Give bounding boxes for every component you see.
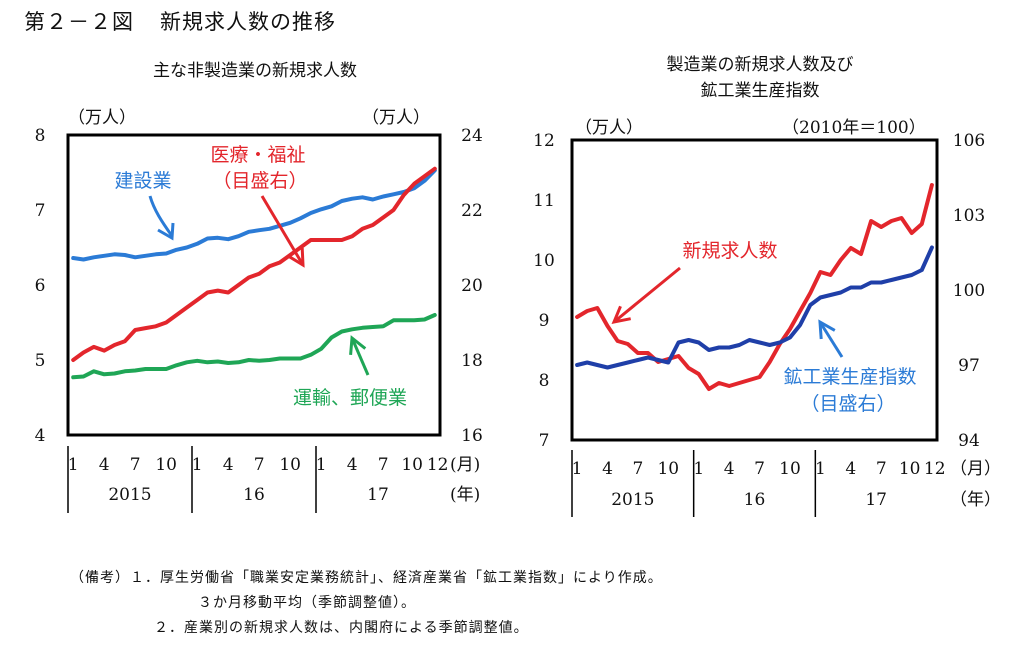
- right-left-tick-label: 11: [533, 191, 555, 211]
- left-x-tick-label: 1: [316, 455, 327, 475]
- right-right-tick-label: 103: [953, 206, 985, 226]
- left-right-tick-label: 24: [461, 126, 483, 146]
- transport-arrow-shaft: [350, 337, 370, 376]
- new-offers-arrow-shaft: [613, 266, 681, 324]
- new-offers-arrow-head: [611, 305, 631, 325]
- right-x-tick-label: 4: [724, 459, 735, 479]
- right-x-tick-label: 10: [657, 459, 679, 479]
- right-year-unit: （年）: [950, 490, 1001, 510]
- left-right-tick-label: 20: [461, 276, 483, 296]
- construction-label: 建設業: [114, 170, 171, 192]
- right-chart-left-unit: （万人）: [575, 118, 643, 138]
- right-month-unit: （月）: [950, 459, 1001, 479]
- left-x-tick-label: 10: [279, 455, 301, 475]
- left-left-tick-label: 6: [35, 276, 46, 296]
- right-right-tick-label: 94: [958, 431, 980, 451]
- left-x-tick-label: 7: [130, 455, 141, 475]
- figure-number: 第２－２図: [24, 10, 134, 34]
- left-year-label: 16: [243, 485, 265, 505]
- construction-arrow-head: [157, 222, 175, 241]
- left-x-tick-label: 12: [427, 455, 449, 475]
- right-x-tick-label: 7: [754, 459, 765, 479]
- medical-arrow-shaft: [260, 195, 305, 266]
- transport-label: 運輸、郵便業: [293, 387, 407, 409]
- left-chart-left-unit: （万人）: [68, 108, 136, 128]
- left-left-tick-label: 4: [35, 426, 46, 446]
- left-x-tick-label: 10: [401, 455, 423, 475]
- right-right-tick-label: 106: [953, 131, 985, 151]
- right-year-label: 2015: [611, 490, 654, 510]
- right-left-tick-label: 8: [539, 371, 550, 391]
- right-x-tick-label: 1: [693, 459, 704, 479]
- left-x-tick-label: 7: [254, 455, 265, 475]
- right-left-tick-label: 10: [533, 251, 555, 271]
- right-chart-right-unit: （2010年＝100）: [782, 118, 926, 138]
- left-x-tick-label: 7: [378, 455, 389, 475]
- left-chart-title: 主な非製造業の新規求人数: [153, 61, 357, 81]
- medical-label: 医療・福祉: [210, 144, 305, 166]
- right-left-tick-label: 12: [533, 131, 555, 151]
- notes: （備考）１．厚生労働省「職業安定業務統計」、経済産業省「鉱工業指数」により作成。…: [70, 566, 663, 641]
- transport-arrow-head: [349, 335, 367, 356]
- right-x-tick-label: 1: [572, 459, 583, 479]
- new-offers-label: 新規求人数: [682, 240, 777, 262]
- left-series-line-3: [71, 313, 437, 380]
- left-x-tick-label: 4: [99, 455, 110, 475]
- right-x-tick-label: 10: [779, 459, 801, 479]
- figure-heading: 新規求人数の推移: [160, 10, 336, 34]
- left-left-tick-label: 8: [35, 126, 46, 146]
- left-right-tick-label: 18: [461, 351, 483, 371]
- right-x-tick-label: 1: [815, 459, 826, 479]
- left-x-tick-label: 1: [68, 455, 79, 475]
- right-left-tick-label: 7: [539, 431, 550, 451]
- right-x-tick-label: 10: [899, 459, 921, 479]
- left-right-tick-label: 22: [461, 201, 483, 221]
- left-month-unit: (月): [450, 455, 480, 475]
- left-series-line-1: [71, 168, 437, 262]
- production-label: 鉱工業生産指数: [783, 366, 916, 388]
- left-left-tick-label: 7: [35, 201, 46, 221]
- left-right-tick-label: 16: [461, 426, 483, 446]
- left-series-line-2: [71, 166, 437, 362]
- left-x-tick-label: 4: [223, 455, 234, 475]
- right-x-tick-label: 4: [845, 459, 856, 479]
- note-line-3: ２．産業別の新規求人数は、内閣府による季節調整値。: [154, 620, 529, 636]
- left-x-tick-label: 10: [155, 455, 177, 475]
- note-line-2: ３か月移動平均（季節調整値）。: [198, 595, 416, 611]
- right-left-tick-label: 9: [539, 311, 550, 331]
- left-year-label: 17: [367, 485, 389, 505]
- left-left-tick-label: 5: [35, 351, 46, 371]
- production-note: （目盛右）: [800, 393, 895, 415]
- medical-note: （目盛右）: [212, 170, 307, 192]
- left-x-tick-label: 1: [192, 455, 203, 475]
- right-plot-frame: [570, 138, 939, 442]
- production-arrow-shaft: [818, 321, 844, 358]
- medical-arrow-head: [287, 247, 305, 268]
- construction-arrow-shaft: [148, 195, 174, 237]
- right-right-tick-label: 100: [953, 281, 985, 301]
- right-chart-title-line1: 製造業の新規求人数及び: [666, 55, 854, 75]
- note-line-1: （備考）１．厚生労働省「職業安定業務統計」、経済産業省「鉱工業指数」により作成。: [70, 570, 663, 586]
- left-year-unit: (年): [450, 485, 480, 505]
- left-x-tick-label: 4: [347, 455, 358, 475]
- right-series-line-1: [575, 183, 934, 391]
- left-year-label: 2015: [108, 485, 151, 505]
- right-x-tick-label: 7: [876, 459, 887, 479]
- right-chart-title-line2: 鉱工業生産指数: [700, 81, 820, 101]
- right-right-tick-label: 97: [958, 356, 980, 376]
- right-year-label: 16: [744, 490, 766, 510]
- figure-title: 第２－２図 新規求人数の推移: [24, 6, 362, 36]
- production-arrow-head: [818, 319, 836, 340]
- right-x-tick-label: 7: [632, 459, 643, 479]
- right-series-line-2: [575, 245, 934, 370]
- right-year-label: 17: [865, 490, 887, 510]
- right-x-tick-label: 4: [602, 459, 613, 479]
- left-plot-frame: [66, 133, 442, 437]
- left-chart-right-unit: （万人）: [362, 108, 430, 128]
- right-x-tick-label: 12: [924, 459, 946, 479]
